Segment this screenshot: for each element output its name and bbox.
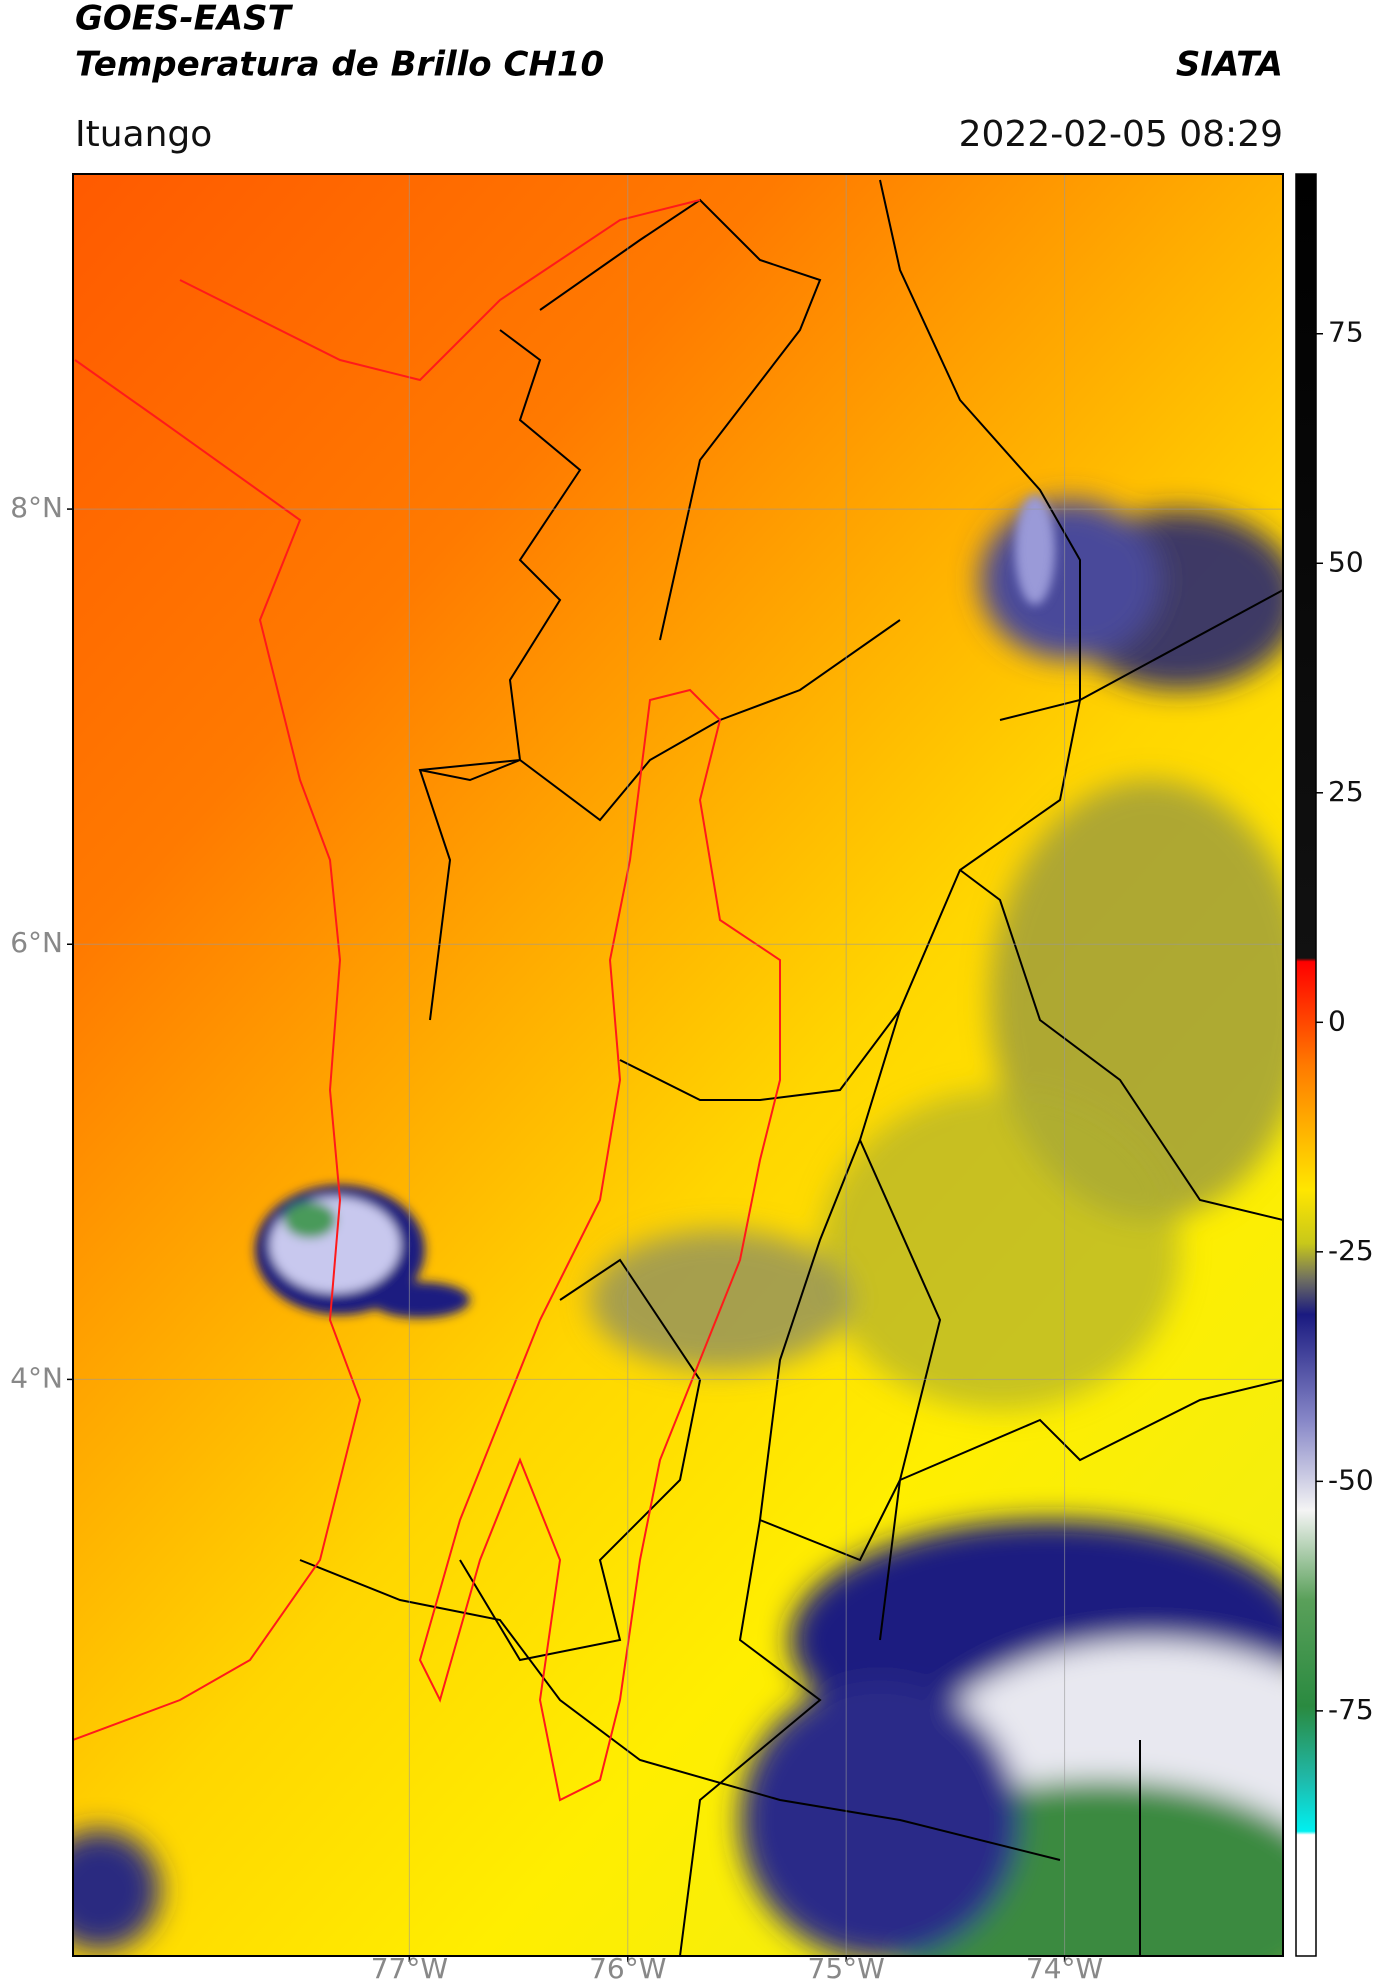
y-tick-label: 6°N (10, 926, 63, 959)
x-tick-label: 75°W (808, 1952, 885, 1981)
colorbar-tick-label: -50 (1328, 1463, 1374, 1496)
x-tick-label: 77°W (371, 1952, 448, 1981)
agency: SIATA (1176, 45, 1283, 85)
y-tick-label: 8°N (10, 491, 63, 524)
title: GOES-EAST (75, 0, 294, 39)
x-tick-label: 74°W (1026, 1952, 1103, 1981)
convective-cell (255, 495, 1055, 1318)
cloud-field (73, 500, 1283, 1956)
colorbar-tick-label: 25 (1328, 775, 1364, 808)
location: Ituango (75, 114, 212, 155)
colorbar-tick-label: 75 (1328, 316, 1364, 349)
colorbar (1295, 173, 1317, 1957)
basin-outline (73, 199, 781, 1802)
colorbar-tick-label: 50 (1328, 545, 1364, 578)
colorbar-tick-label: -75 (1328, 1693, 1374, 1726)
colorbar-tick-label: -25 (1328, 1234, 1374, 1267)
grid-layer (73, 174, 1283, 1956)
timestamp: 2022-02-05 08:29 (959, 114, 1283, 155)
x-tick-label: 76°W (589, 1952, 666, 1981)
y-tick-label: 4°N (10, 1361, 63, 1394)
colorbar-tick-label: 0 (1328, 1004, 1346, 1037)
admin-borders (299, 179, 1283, 1956)
map-frame (72, 173, 1284, 1957)
map-image (73, 174, 1283, 1956)
subtitle: Temperatura de Brillo CH10 (75, 45, 604, 85)
